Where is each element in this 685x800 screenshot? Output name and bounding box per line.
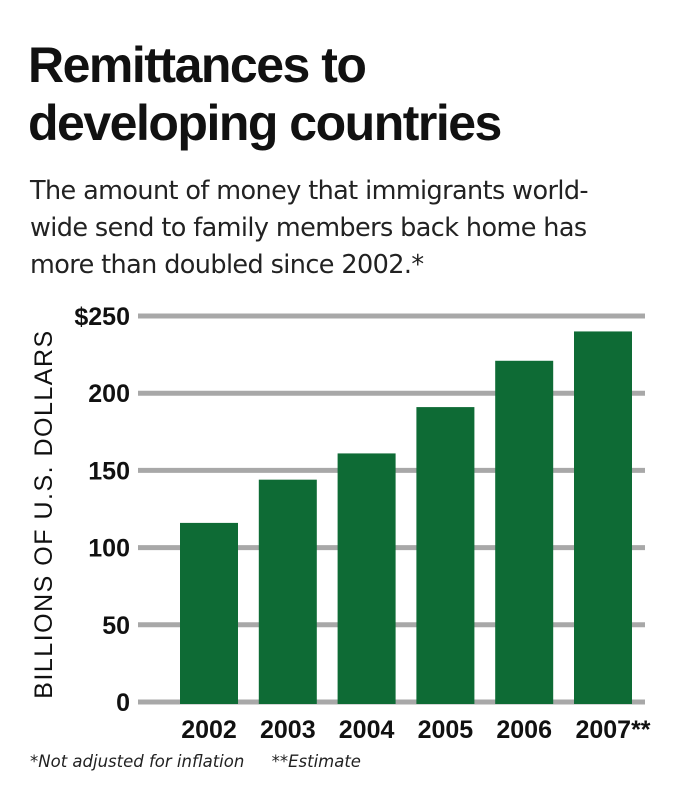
title-line-2: developing countries [28, 95, 502, 151]
bar-2002 [180, 522, 238, 704]
subtitle-line-1: The amount of money that immigrants worl… [30, 176, 589, 206]
x-tick-label-2003: 2003 [260, 716, 316, 744]
footnotes: *Not adjusted for inflation **Estimate [30, 752, 361, 771]
y-tick-label-200: 200 [88, 380, 130, 408]
y-axis-label: BILLIONS OF U.S. DOLLARS [30, 329, 58, 698]
x-tick-label-2006: 2006 [496, 716, 552, 744]
x-tick-label-2005: 2005 [418, 716, 474, 744]
x-tick-label-2002: 2002 [181, 716, 237, 744]
bar-2003 [258, 479, 317, 704]
y-tick-label-100: 100 [88, 535, 130, 563]
footnote-inflation: *Not adjusted for inflation [30, 752, 245, 771]
bar-2005 [416, 407, 475, 704]
y-tick-label-0: 0 [116, 689, 130, 717]
chart-title: Remittances to developing countries [28, 36, 668, 152]
x-tick-label-2004: 2004 [339, 716, 395, 744]
y-tick-label-150: 150 [88, 457, 130, 485]
x-tick-label-2007: 2007** [575, 716, 650, 744]
subtitle-line-3: more than doubled since 2002.* [30, 250, 424, 280]
subtitle-line-2: wide send to family members back home ha… [30, 213, 587, 243]
footnote-estimate: **Estimate [271, 752, 361, 771]
bar-2007 [574, 331, 632, 704]
y-tick-label-250: $250 [74, 303, 130, 331]
bar-2006 [495, 360, 554, 704]
bar-2004 [337, 453, 396, 704]
y-tick-label-50: 50 [102, 612, 130, 640]
title-line-1: Remittances to [28, 37, 367, 93]
chart-subtitle: The amount of money that immigrants worl… [30, 173, 670, 284]
